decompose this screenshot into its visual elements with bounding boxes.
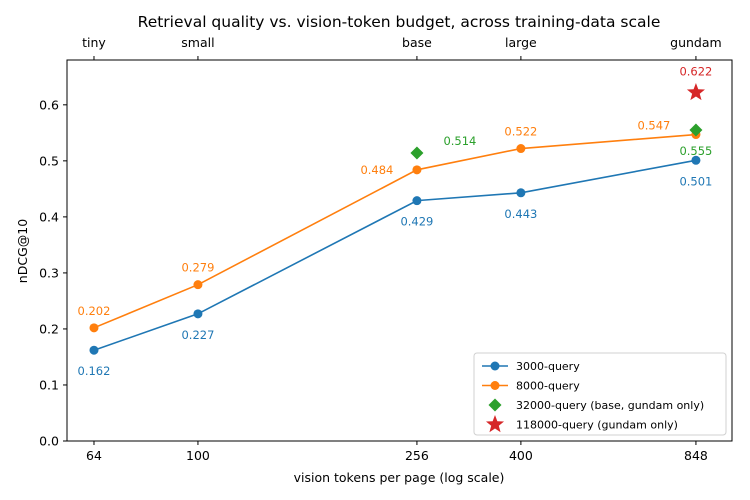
- data-point: [89, 345, 99, 355]
- legend: 3000-query 8000-query 32000-query (base, g…: [473, 352, 727, 436]
- data-label: 0.443: [504, 207, 537, 221]
- y-tick-label: 0.0: [39, 434, 59, 449]
- data-label: 0.227: [181, 328, 214, 342]
- legend-entry: 32000-query (base, gundam only): [488, 398, 704, 412]
- data-point: [516, 144, 526, 154]
- data-point: [193, 280, 203, 290]
- y-tick-label: 0.6: [39, 97, 59, 112]
- legend-entry: 118000-query (gundam only): [485, 415, 678, 433]
- top-tick-label: large: [505, 35, 537, 50]
- data-point: [412, 165, 422, 175]
- y-tick-label: 0.3: [39, 265, 59, 280]
- data-point: [686, 83, 705, 101]
- data-point: [89, 323, 99, 333]
- x-tick-label: 848: [684, 448, 708, 463]
- data-point: [412, 196, 422, 206]
- legend-label: 8000-query: [516, 380, 580, 393]
- top-tick-label: base: [402, 35, 432, 50]
- y-tick-label: 0.1: [39, 377, 59, 392]
- legend-entry: 8000-query: [482, 380, 580, 393]
- data-label: 0.202: [78, 304, 111, 318]
- legend-box: [473, 352, 727, 436]
- data-point: [516, 188, 526, 198]
- y-tick-label: 0.2: [39, 321, 59, 336]
- plot-frame: [66, 59, 733, 442]
- data-point: [691, 155, 701, 165]
- legend-label: 32000-query (base, gundam only): [516, 399, 704, 412]
- data-label: 0.501: [679, 174, 712, 188]
- data-label: 0.484: [360, 163, 393, 177]
- legend-marker: [485, 415, 505, 433]
- data-label: 0.547: [637, 119, 670, 133]
- series-line: [93, 159, 697, 351]
- data-label: 0.522: [504, 125, 537, 139]
- top-tick-label: small: [181, 35, 214, 50]
- data-point: [410, 146, 424, 160]
- x-tick-label: 100: [186, 448, 210, 463]
- legend-label: 3000-query: [516, 360, 580, 373]
- x-tick-label: 256: [405, 448, 429, 463]
- y-tick-label: 0.4: [39, 209, 59, 224]
- x-tick-label: 400: [509, 448, 533, 463]
- data-label: 0.162: [78, 364, 111, 378]
- legend-marker: [488, 398, 502, 412]
- chart-title: Retrieval quality vs. vision-token budge…: [138, 13, 661, 31]
- data-label: 0.555: [679, 144, 712, 158]
- top-tick-label: gundam: [670, 35, 722, 50]
- y-tick-label: 0.5: [39, 153, 59, 168]
- data-label: 0.429: [400, 215, 433, 229]
- data-label: 0.514: [443, 134, 476, 148]
- data-point: [689, 123, 703, 137]
- top-tick-label: tiny: [82, 35, 106, 50]
- x-tick-label: 64: [86, 448, 102, 463]
- legend-marker: [490, 361, 500, 371]
- data-label: 0.622: [679, 64, 712, 78]
- data-point: [193, 309, 203, 319]
- x-axis-label: vision tokens per page (log scale): [294, 470, 505, 485]
- data-label: 0.279: [181, 261, 214, 275]
- legend-label: 118000-query (gundam only): [516, 419, 678, 432]
- plot-area: 64 100 256 400 848 tiny small base large gundam 0.…: [39, 35, 733, 463]
- series-line: [93, 133, 696, 329]
- legend-marker: [490, 381, 500, 390]
- legend-entry: 3000-query: [482, 360, 580, 373]
- y-axis-label: nDCG@10: [15, 219, 30, 283]
